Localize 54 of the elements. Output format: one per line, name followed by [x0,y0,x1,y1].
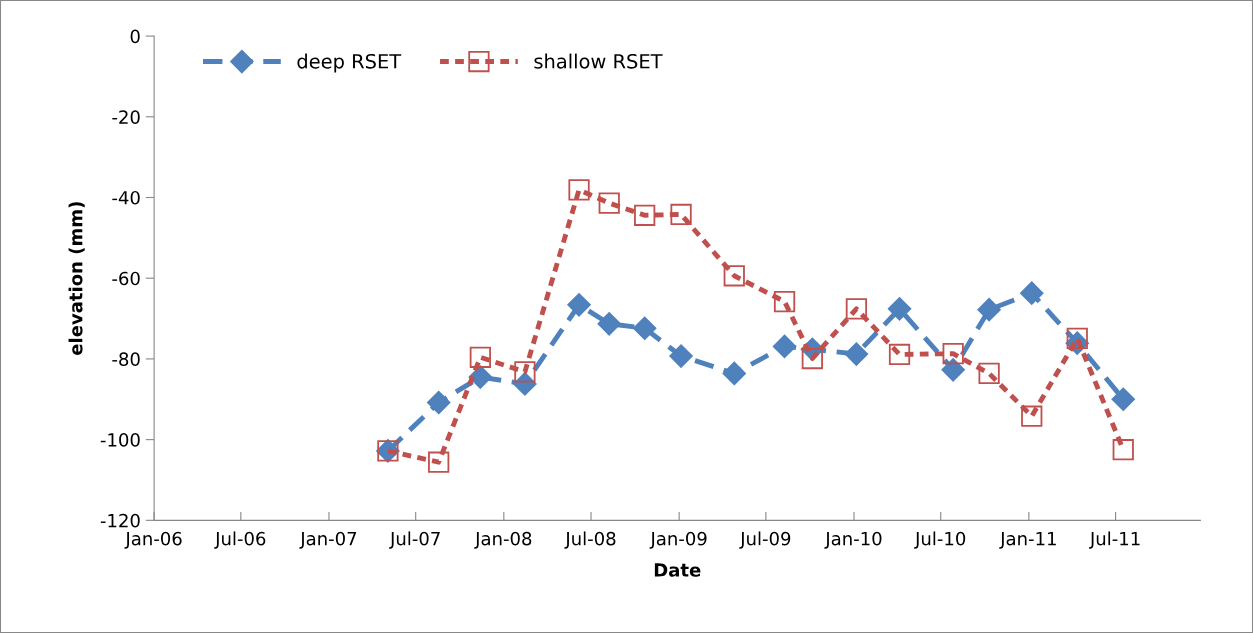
point [469,346,491,368]
y-tick-label: -40 [112,190,140,205]
point [428,451,450,473]
point [772,334,797,359]
point [567,293,591,317]
point [888,343,911,366]
point [941,358,965,382]
x-tick-label: Jul-06 [214,531,266,549]
point [722,361,746,386]
point [844,342,869,366]
x-tick-label: Jul-07 [389,531,440,549]
y-axis-title: elevation (mm) [68,202,85,355]
x-tick-label: Jul-09 [739,531,791,549]
point [597,312,621,336]
point [669,344,693,368]
point [1066,327,1088,349]
point [513,372,537,396]
x-tick-label: Jan-09 [649,531,707,549]
x-tick-label: Jan-08 [474,531,532,549]
x-tick-label: Jan-11 [999,531,1056,549]
point [977,297,1001,322]
point [670,203,692,226]
y-tick-label: -60 [112,271,140,286]
y-tick-label: 0 [130,29,140,44]
x-tick-label: Jan-07 [299,531,357,549]
point [723,265,745,287]
point [845,298,868,320]
point [632,316,657,340]
point [1111,387,1135,411]
point [1020,281,1044,305]
point [634,204,656,226]
point [801,347,823,370]
x-tick-label: Jan-06 [124,531,182,549]
y-tick-label: -20 [112,110,140,124]
point [426,390,451,415]
legend-label: deep RSET [297,53,402,73]
x-axis-title: Date [654,563,701,577]
point [514,361,536,383]
legend-label: shallow RSET [534,53,663,69]
point [598,192,620,214]
x-tick-label: Jul-08 [564,531,616,549]
x-tick-label: Jul-11 [1089,531,1140,549]
y-tick-label: -100 [100,433,140,447]
y-tick-label: -120 [100,513,140,528]
point [1021,405,1043,427]
y-tick-label: -80 [112,352,140,367]
point [568,179,590,201]
point [773,290,796,313]
x-tick-label: Jan-10 [824,531,882,549]
point [942,343,964,365]
point [887,297,912,321]
point [978,362,1000,385]
x-tick-label: Jul-10 [914,531,966,549]
point [1112,439,1134,461]
